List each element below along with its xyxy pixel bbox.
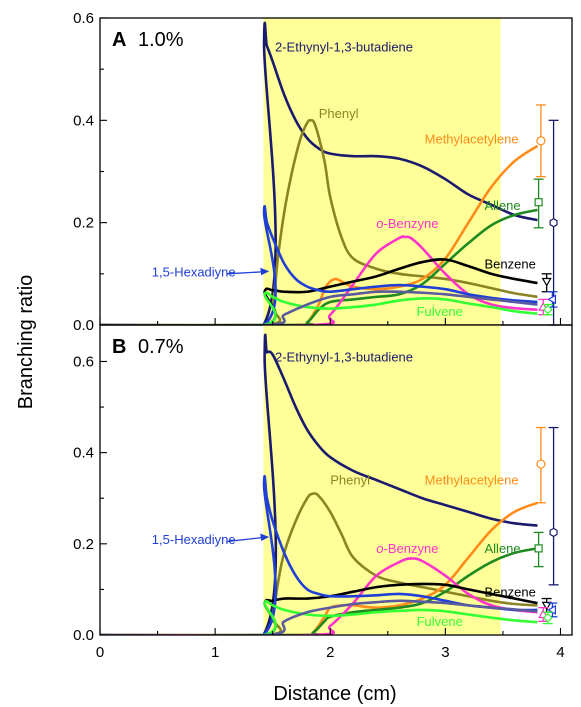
error-bar-ethynyl-a xyxy=(548,119,559,326)
shaded-region-a xyxy=(263,18,501,325)
series-label-o-benzyne-b: o-Benzyne xyxy=(376,541,438,556)
error-bar-marker-1-4 xyxy=(547,294,557,305)
error-bar-ethynyl-b xyxy=(548,426,559,586)
error-bar-marker-1-3 xyxy=(541,277,552,287)
y-tick-label-a: 0.4 xyxy=(73,112,94,129)
error-bar-marker-1-2 xyxy=(549,218,558,228)
series-label-allene-b: Allene xyxy=(485,541,521,556)
x-tick-label: 3 xyxy=(441,644,449,661)
error-bar-marker-1-0 xyxy=(536,136,546,146)
y-tick-label-b: 0.6 xyxy=(73,353,94,370)
hexadiyne-arrow-a xyxy=(226,267,270,276)
series-label-methylacetylene-a: Methylacetylene xyxy=(425,131,519,146)
series-label-benzene-b: Benzene xyxy=(485,584,536,599)
panel-b: 2-Ethynyl-1,3-butadiene Phenyl Methylacety… xyxy=(73,324,573,661)
series-line-diacetylene-b xyxy=(100,599,538,635)
series-label-ethynyl-a: 2-Ethynyl-1,3-butadiene xyxy=(275,39,413,54)
y-tick-label-b: 0.0 xyxy=(73,627,94,644)
series-line-o-benzyne-b xyxy=(100,557,538,635)
error-bar-allene-b xyxy=(533,531,544,568)
series-line-benzene-a xyxy=(100,258,538,325)
panel-letter-a: A xyxy=(112,29,126,51)
y-tick-label-a: 0.6 xyxy=(73,10,94,27)
series-label-fulvene-b: Fulvene xyxy=(417,614,463,629)
series-label-fulvene-a: Fulvene xyxy=(417,304,463,319)
panel-percent-b: 0.7% xyxy=(138,336,184,358)
series-line-ethynyl-a xyxy=(100,21,538,325)
error-bar-marker-2-2 xyxy=(549,527,558,538)
x-tick-label: 4 xyxy=(556,644,564,661)
error-bar-marker-2-3 xyxy=(541,601,552,611)
y-tick-label-b: 0.2 xyxy=(73,536,94,553)
y-tick-label-b: 0.4 xyxy=(73,445,94,462)
y-axis-title: Branching ratio xyxy=(15,275,37,410)
series-label-benzene-a: Benzene xyxy=(485,257,536,272)
x-tick-label: 0 xyxy=(96,644,104,661)
error-bar-fulvene-b xyxy=(542,611,553,625)
series-line-o-benzyne-a xyxy=(100,235,538,325)
y-tick-label-a: 0.2 xyxy=(73,215,94,232)
panel-letter-b: B xyxy=(112,336,126,358)
series-label-o-benzyne-a: o-Benzyne xyxy=(376,216,438,231)
error-bar-benzene-b xyxy=(541,597,552,613)
error-bar-marker-1-1 xyxy=(534,198,543,207)
series-line-phenyl-b xyxy=(100,492,538,635)
error-bar-marker-2-0 xyxy=(536,459,546,469)
plot-frame-b xyxy=(99,324,573,636)
series-label-methylacetylene-b: Methylacetylene xyxy=(425,473,519,488)
series-line-fulvene-b xyxy=(100,599,538,635)
error-bar-marker-2-6 xyxy=(542,612,553,623)
x-tick-label: 2 xyxy=(326,644,334,661)
error-bar-methylacetylene-b xyxy=(535,426,546,504)
error-bar-allene-a xyxy=(533,178,544,229)
x-axis-title: Distance (cm) xyxy=(273,683,396,705)
error-bar-methylacetylene-a xyxy=(535,104,546,178)
series-label-phenyl-a: Phenyl xyxy=(319,106,359,121)
x-tick-label: 1 xyxy=(211,644,219,661)
series-label-hexadiyne-a: 1,5-Hexadiyne xyxy=(152,264,236,279)
panel-percent-a: 1.0% xyxy=(138,29,184,51)
y-tick-label-a: 0.0 xyxy=(73,317,94,334)
error-bar-marker-2-1 xyxy=(534,544,543,553)
hexadiyne-arrow-b xyxy=(226,533,270,543)
series-line-diacetylene-a xyxy=(100,290,538,325)
series-label-allene-a: Allene xyxy=(485,198,521,213)
series-label-hexadiyne-b: 1,5-Hexadiyne xyxy=(152,532,236,547)
series-line-ethynyl-b xyxy=(100,333,538,635)
shaded-region-b xyxy=(263,325,501,635)
panel-a: 2-Ethynyl-1,3-butadiene Phenyl Methylacety… xyxy=(73,10,573,334)
series-label-phenyl-b: Phenyl xyxy=(330,473,370,488)
error-bar-marker-1-6 xyxy=(542,304,553,315)
panels: 2-Ethynyl-1,3-butadiene Phenyl Methylacety… xyxy=(73,10,573,661)
error-bar-fulvene-a xyxy=(542,303,553,316)
series-line-fulvene-a xyxy=(100,291,538,325)
series-line-hexadiyne-a xyxy=(100,204,538,325)
series-label-ethynyl-b: 2-Ethynyl-1,3-butadiene xyxy=(275,349,413,364)
error-bar-benzene-a xyxy=(541,273,552,293)
